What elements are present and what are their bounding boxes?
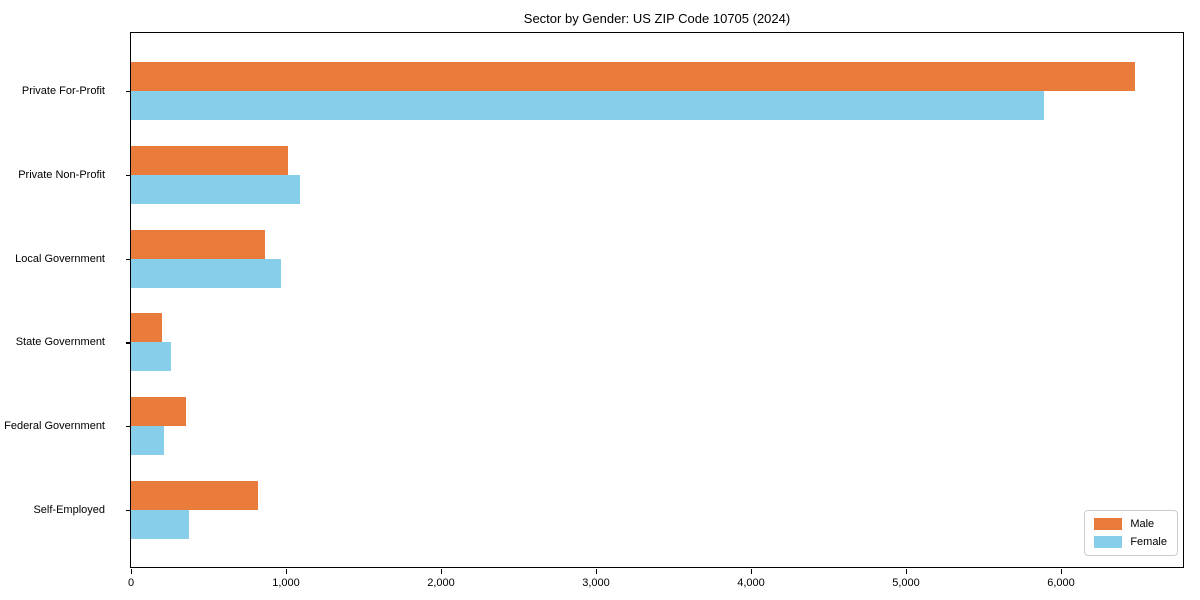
chart-title: Sector by Gender: US ZIP Code 10705 (202…	[523, 11, 791, 26]
male-series-swatch	[1094, 518, 1123, 530]
x-tick-label-6000: 6,000	[1047, 577, 1075, 589]
y-tick-self-employed	[126, 510, 131, 512]
bar-male-federal-government	[131, 397, 187, 427]
legend-item-female: Female	[1094, 536, 1167, 548]
x-tick-5000	[906, 569, 908, 574]
y-label-private-for-profit: Private For-Profit	[21, 85, 105, 97]
x-tick-6000	[1061, 569, 1063, 574]
x-tick-label-5000: 5,000	[892, 577, 920, 589]
bar-female-local-government	[131, 258, 282, 288]
y-tick-private-for-profit	[126, 91, 131, 93]
y-tick-federal-government	[126, 426, 131, 428]
x-tick-label-3000: 3,000	[582, 577, 610, 589]
x-tick-label-0: 0	[127, 577, 135, 589]
plot-area: Private For-Profit Private Non-Profit Loca…	[4, 32, 1184, 589]
x-tick-label-2000: 2,000	[427, 577, 455, 589]
x-tick-1000	[286, 569, 288, 574]
x-tick-3000	[596, 569, 598, 574]
y-label-private-non-profit: Private Non-Profit	[18, 168, 105, 181]
legend: Male Female	[1084, 510, 1178, 556]
x-tick-2000	[441, 569, 443, 574]
bar-male-state-government	[131, 313, 162, 343]
bar-male-private-for-profit	[131, 62, 1136, 91]
x-tick-0	[131, 569, 133, 574]
legend-label-male: Male	[1130, 518, 1155, 530]
bar-female-state-government	[131, 342, 171, 372]
bar-female-self-employed	[131, 510, 190, 539]
bar-female-private-for-profit	[131, 91, 1044, 120]
female-series-swatch	[1094, 536, 1123, 548]
y-tick-private-non-profit	[126, 174, 131, 176]
y-label-federal-government: Federal Government	[4, 420, 105, 433]
bar-female-federal-government	[131, 426, 164, 456]
bar-female-private-non-profit	[131, 174, 300, 204]
y-label-self-employed: Self-Employed	[33, 504, 105, 516]
bar-male-private-non-profit	[131, 145, 289, 175]
y-label-local-government: Local Government	[15, 252, 105, 265]
legend-item-male: Male	[1094, 518, 1167, 530]
y-tick-state-government	[126, 342, 131, 344]
y-label-state-government: State Government	[15, 336, 105, 349]
x-tick-label-1000: 1,000	[272, 577, 300, 589]
y-tick-local-government	[126, 258, 131, 260]
legend-label-female: Female	[1130, 536, 1167, 548]
bar-male-local-government	[131, 229, 266, 259]
bar-male-self-employed	[131, 481, 259, 510]
x-tick-label-4000: 4,000	[737, 577, 765, 589]
x-tick-4000	[751, 569, 753, 574]
